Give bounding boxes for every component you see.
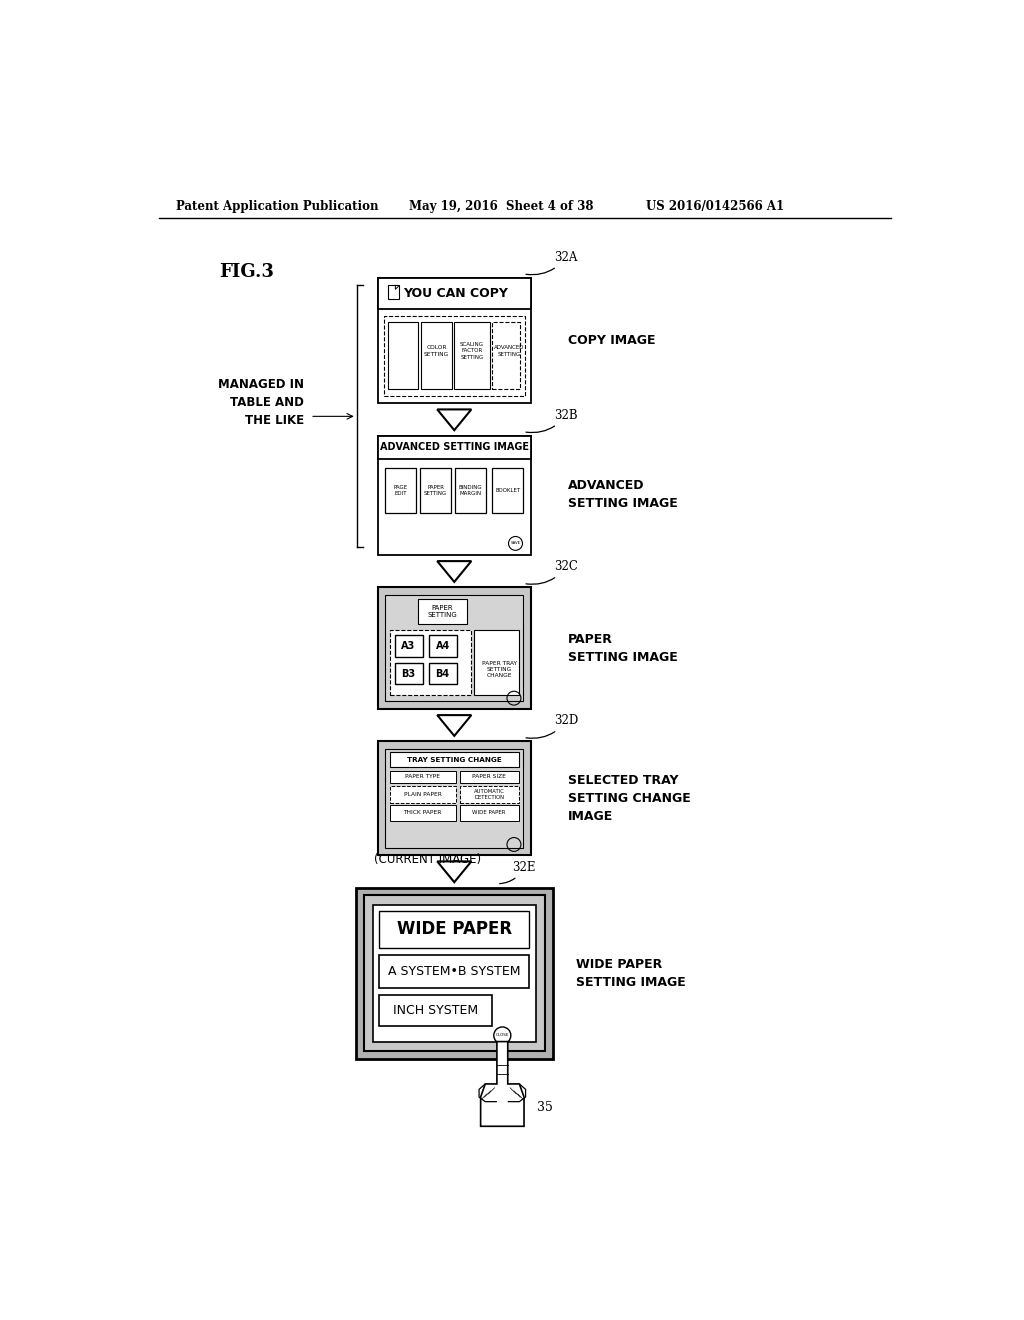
Text: COLOR
SETTING: COLOR SETTING	[424, 346, 450, 356]
Text: WIDE PAPER: WIDE PAPER	[396, 920, 512, 939]
Text: 32D: 32D	[526, 714, 579, 738]
Bar	[378, 587, 531, 709]
Bar	[493, 469, 523, 512]
Bar	[356, 887, 553, 1059]
Polygon shape	[437, 409, 471, 430]
Text: Patent Application Publication: Patent Application Publication	[176, 199, 379, 213]
Text: WIDE PAPER
SETTING IMAGE: WIDE PAPER SETTING IMAGE	[575, 957, 686, 989]
Bar	[394, 663, 423, 684]
Bar	[378, 742, 531, 855]
Polygon shape	[437, 862, 471, 882]
Bar	[388, 285, 399, 300]
Bar	[390, 785, 456, 803]
Text: ADVANCED SETTING IMAGE: ADVANCED SETTING IMAGE	[380, 442, 528, 453]
Bar	[493, 322, 520, 389]
Bar	[461, 771, 518, 783]
Text: WIDE PAPER: WIDE PAPER	[472, 810, 506, 816]
Bar	[418, 599, 467, 624]
Bar	[455, 322, 489, 389]
Text: PAPER TYPE: PAPER TYPE	[406, 775, 440, 779]
Bar	[390, 805, 456, 821]
Text: A SYSTEM•B SYSTEM: A SYSTEM•B SYSTEM	[388, 965, 520, 978]
Bar	[378, 436, 531, 459]
Text: PLAIN PAPER: PLAIN PAPER	[403, 792, 441, 797]
Text: 32B: 32B	[526, 409, 578, 433]
Text: 32A: 32A	[526, 251, 578, 275]
Bar	[378, 277, 531, 309]
Bar	[385, 595, 523, 701]
Text: ADVANCED
SETTING: ADVANCED SETTING	[494, 346, 524, 356]
Text: 32E: 32E	[500, 861, 536, 883]
Bar	[474, 630, 518, 696]
Text: THICK PAPER: THICK PAPER	[403, 810, 441, 816]
Text: PAGE
EDIT: PAGE EDIT	[394, 484, 408, 496]
Text: A3: A3	[401, 640, 416, 651]
Bar	[420, 469, 452, 512]
Bar	[379, 956, 529, 987]
Bar	[461, 805, 518, 821]
Text: PAPER
SETTING IMAGE: PAPER SETTING IMAGE	[568, 632, 678, 664]
Text: B3: B3	[401, 668, 416, 678]
Polygon shape	[480, 1041, 524, 1126]
Text: PAPER
SETTING: PAPER SETTING	[424, 484, 447, 496]
Polygon shape	[437, 561, 471, 582]
Bar	[461, 785, 518, 803]
Text: May 19, 2016  Sheet 4 of 38: May 19, 2016 Sheet 4 of 38	[409, 199, 593, 213]
Bar	[378, 277, 531, 404]
Text: PAPER TRAY
SETTING
CHANGE: PAPER TRAY SETTING CHANGE	[481, 661, 517, 678]
Text: BOOKLET: BOOKLET	[496, 488, 520, 492]
Text: TRAY SETTING CHANGE: TRAY SETTING CHANGE	[407, 756, 502, 763]
Bar	[379, 911, 529, 948]
Text: A4: A4	[435, 640, 450, 651]
Text: SELECTED TRAY
SETTING CHANGE
IMAGE: SELECTED TRAY SETTING CHANGE IMAGE	[568, 774, 691, 822]
Bar	[364, 895, 545, 1051]
Text: PAPER SIZE: PAPER SIZE	[472, 775, 506, 779]
Bar	[388, 322, 418, 389]
Text: B4: B4	[435, 668, 450, 678]
Text: 32C: 32C	[526, 561, 579, 585]
Bar	[390, 771, 456, 783]
Bar	[384, 317, 524, 396]
Text: INCH SYSTEM: INCH SYSTEM	[393, 1005, 478, 1018]
Bar	[379, 995, 493, 1026]
Bar	[394, 635, 423, 656]
Bar	[455, 469, 486, 512]
Bar	[385, 748, 523, 847]
Text: (CURRENT IMAGE): (CURRENT IMAGE)	[374, 853, 480, 866]
Text: AUTOMATIC
DETECTION: AUTOMATIC DETECTION	[474, 789, 505, 800]
Polygon shape	[437, 715, 471, 737]
Bar	[421, 322, 452, 389]
Text: FIG.3: FIG.3	[219, 264, 274, 281]
Text: PAPER
SETTING: PAPER SETTING	[427, 605, 457, 618]
Text: CLOSE: CLOSE	[496, 1034, 509, 1038]
Text: SAVE: SAVE	[510, 541, 520, 545]
Bar	[390, 630, 471, 696]
Text: US 2016/0142566 A1: US 2016/0142566 A1	[646, 199, 783, 213]
Text: 35: 35	[538, 1101, 553, 1114]
Bar	[429, 663, 457, 684]
Bar	[373, 904, 536, 1041]
Text: YOU CAN COPY: YOU CAN COPY	[402, 286, 508, 300]
Text: BINDING
MARGIN: BINDING MARGIN	[459, 484, 482, 496]
Bar	[429, 635, 457, 656]
Text: SCALING
FACTOR
SETTING: SCALING FACTOR SETTING	[460, 342, 484, 359]
Text: MANAGED IN
TABLE AND
THE LIKE: MANAGED IN TABLE AND THE LIKE	[218, 378, 304, 426]
Bar	[390, 752, 518, 767]
Bar	[378, 436, 531, 554]
Text: COPY IMAGE: COPY IMAGE	[568, 334, 655, 347]
Bar	[385, 469, 417, 512]
Text: ADVANCED
SETTING IMAGE: ADVANCED SETTING IMAGE	[568, 479, 678, 511]
